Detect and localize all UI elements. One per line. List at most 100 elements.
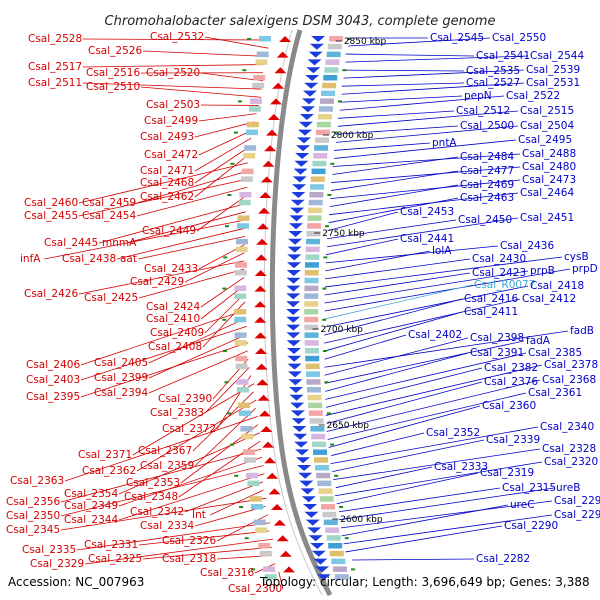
feature-tick [344, 537, 349, 540]
gene-label-csal-2462: Csal_2462 [140, 191, 194, 203]
leader-line-csal-2344 [118, 473, 265, 521]
leader-line-csal-2406 [80, 309, 246, 366]
gene-label-csal-2399: Csal_2399 [94, 372, 148, 384]
accession-text: Accession: NC_007963 [8, 575, 144, 589]
gene-label-csal-2339: Csal_2339 [486, 434, 540, 446]
feature-block [306, 379, 321, 385]
gene-label-csal-2315: Csal_2315 [502, 482, 556, 494]
gene-label-csal-2410: Csal_2410 [146, 313, 200, 325]
feature-block [310, 426, 325, 432]
feature-tick [323, 256, 328, 259]
feature-block [304, 309, 319, 315]
gene-label-csal-2531: Csal_2531 [526, 77, 580, 89]
feature-block [304, 277, 319, 284]
forward-gene-arrow [254, 332, 267, 339]
forward-gene-arrow [256, 379, 269, 386]
gene-label-csal-2418: Csal_2418 [530, 280, 584, 292]
feature-block [327, 43, 342, 50]
leader-line-mnma [126, 211, 246, 244]
gene-label-csal-2526: Csal_2526 [88, 45, 142, 57]
gene-label-infa: infA [20, 253, 41, 265]
gene-label-csal-2300: Csal_2300 [228, 583, 282, 595]
gene-label-csal-2290: Csal_2290 [504, 520, 558, 532]
reverse-gene-arrow [287, 355, 302, 362]
gene-label-csal-2354: Csal_2354 [64, 488, 118, 500]
inner-ring [263, 29, 323, 596]
leader-line-csal-2480 [331, 166, 521, 183]
left-gene-labels: Csal_2528 Csal_2532 Csal_2526 Csal_2517 Csal… [6, 31, 282, 595]
feature-block [234, 293, 247, 299]
gene-label-csal-2480: Csal_2480 [522, 161, 576, 173]
feature-block [304, 340, 319, 346]
leader-line-csal-2385 [325, 352, 527, 400]
leader-line-csal-2450 [326, 219, 457, 240]
gene-label-csal-2416: Csal_2416 [464, 293, 518, 305]
forward-gene-arrow [269, 98, 282, 105]
feature-tick [227, 194, 232, 196]
gene-label-csal-2522: Csal_2522 [506, 90, 560, 102]
feature-tick [222, 350, 227, 352]
feature-block [304, 270, 319, 276]
forward-gene-arrow [254, 348, 267, 354]
reverse-gene-arrow [286, 309, 301, 315]
feature-block [305, 254, 320, 260]
gene-label-csal-2348: Csal_2348 [124, 491, 178, 503]
reverse-gene-arrow [305, 75, 320, 81]
feature-block [334, 574, 349, 580]
feature-block [311, 433, 326, 440]
feature-block [314, 137, 329, 143]
feature-tick [244, 537, 249, 540]
leader-line-csal-2391 [325, 352, 469, 392]
feature-tick [322, 350, 327, 352]
forward-gene-arrow [268, 488, 281, 495]
gene-label-csal-2325: Csal_2325 [88, 553, 142, 565]
gene-label-csal-2535: Csal_2535 [466, 65, 520, 77]
leader-line-csal-2541 [345, 53, 475, 57]
feature-tick [233, 131, 238, 134]
forward-gene-arrow [264, 457, 277, 464]
feature-block [313, 449, 328, 455]
gene-label-csal-2453: Csal_2453 [400, 206, 454, 218]
gene-label-csal-2363: Csal_2363 [10, 475, 64, 487]
feature-block [304, 293, 319, 299]
feature-block [306, 231, 321, 237]
feature-tick [237, 100, 242, 103]
reverse-gene-arrow [303, 90, 318, 97]
gene-label-csal-2362: Csal_2362 [82, 465, 136, 477]
gene-label-csal-2335: Csal_2335 [22, 544, 76, 556]
feature-block [319, 98, 334, 104]
leader-line-csal-2411 [324, 311, 463, 352]
right-gene-labels: Csal_2545 Csal_2550 Csal_2541 Csal_2544 Csal… [400, 32, 600, 565]
reverse-gene-arrow [301, 98, 316, 105]
gene-label-csal-2484: Csal_2484 [460, 151, 514, 163]
reverse-gene-arrow [297, 465, 312, 471]
forward-gene-arrow [274, 67, 287, 74]
reverse-gene-arrow [290, 207, 305, 214]
gene-label-csal-2372: Csal_2372 [162, 423, 216, 435]
feature-block [253, 75, 266, 81]
feature-block [305, 355, 320, 362]
leader-line-csal-2334 [194, 505, 266, 527]
gene-label-csal-r0077: Csal_R0077 [474, 279, 535, 291]
feature-tick [322, 287, 327, 290]
leader-line-csal-2412 [324, 298, 521, 344]
leader-line-csal-2522 [339, 95, 505, 111]
leader-line-csal-2425 [138, 268, 245, 299]
feature-tick [351, 568, 356, 571]
gene-label-csal-2426: Csal_2426 [24, 288, 78, 300]
gene-label-csal-2441: Csal_2441 [400, 233, 454, 245]
kbp-label-2600-kbp: 2600 kbp [340, 515, 383, 525]
feature-block [304, 332, 319, 338]
reverse-gene-arrow [300, 488, 315, 495]
reverse-gene-arrow [286, 316, 301, 323]
reverse-gene-arrow [307, 527, 322, 534]
gene-label-lola: lolA [432, 245, 452, 257]
feature-block [238, 402, 251, 409]
feature-block [323, 519, 338, 526]
feature-block [249, 496, 262, 502]
gene-label-csal-2359: Csal_2359 [140, 460, 194, 472]
feature-tick [222, 287, 227, 290]
feature-tick [327, 194, 332, 196]
gene-label-csal-2383: Csal_2383 [150, 407, 204, 419]
